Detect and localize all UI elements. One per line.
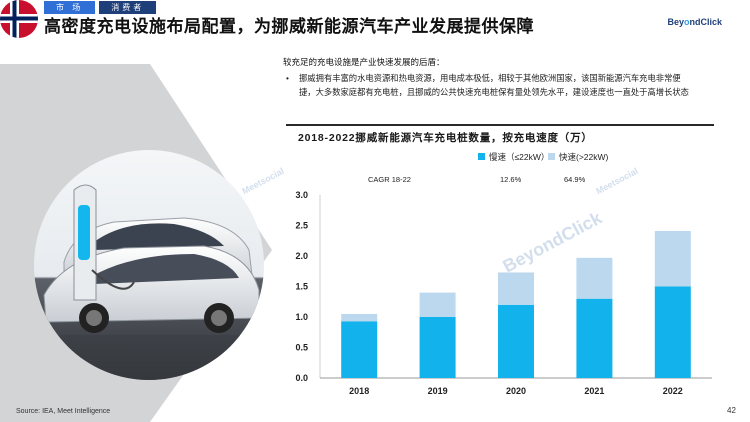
- bar-fast-2019: [419, 292, 456, 317]
- x-tick-label: 2021: [584, 386, 604, 396]
- source-note: Source: IEA, Meet Intelligence: [16, 408, 111, 415]
- chart-title: 2018-2022挪威新能源汽车充电桩数量，按充电速度（万）: [298, 132, 593, 144]
- section-subheading: 较充足的充电设施是产业快速发展的后盾：: [283, 57, 445, 67]
- y-tick-label: 1.0: [295, 312, 308, 322]
- page-number: 42: [727, 406, 736, 415]
- x-tick-label: 2018: [349, 386, 369, 396]
- bar-fast-2020: [498, 272, 534, 305]
- legend-label-1: 快速(>22kW): [559, 152, 609, 162]
- y-tick-label: 2.5: [295, 221, 308, 231]
- section-tabs: 市 场 消费者: [44, 1, 157, 14]
- bullet-point: • 挪威拥有丰富的水电资源和热电资源，用电成本极低，相较于其他欧洲国家，该国新能…: [286, 71, 696, 99]
- legend-swatch-0: [478, 153, 485, 160]
- bar-slow-2018: [341, 321, 378, 378]
- y-tick-label: 1.5: [295, 282, 308, 292]
- bar-fast-2022: [654, 230, 691, 287]
- y-tick-label: 2.0: [295, 251, 308, 261]
- bar-slow-2019: [419, 317, 456, 378]
- bar-fast-2021: [576, 257, 613, 299]
- tab-market[interactable]: 市 场: [44, 1, 96, 14]
- x-tick-label: 2022: [663, 386, 683, 396]
- bar-slow-2020: [498, 304, 534, 378]
- x-tick-label: 2019: [428, 386, 448, 396]
- legend-label-0: 慢速（≤22kW）: [489, 152, 549, 162]
- brand-logo: BeyondClick: [667, 17, 722, 27]
- bullet-text: 挪威拥有丰富的水电资源和热电资源，用电成本极低，相较于其他欧洲国家，该国新能源汽…: [299, 73, 689, 97]
- chart-title-rule: [286, 124, 714, 146]
- bar-slow-2022: [654, 286, 691, 378]
- tab-consumer[interactable]: 消费者: [99, 1, 157, 14]
- x-tick-label: 2020: [506, 386, 526, 396]
- bullet-marker: •: [286, 73, 289, 83]
- y-tick-label: 0.5: [295, 343, 308, 353]
- cagr-label: CAGR 18-22: [368, 175, 411, 184]
- cagr-slow-value: 12.6%: [500, 175, 522, 184]
- page-title: 高密度充电设施布局配置，为挪威新能源汽车产业发展提供保障: [44, 17, 534, 36]
- y-tick-label: 0.0: [295, 373, 308, 383]
- y-tick-label: 3.0: [295, 190, 308, 200]
- bar-fast-2018: [341, 313, 378, 322]
- cagr-fast-value: 64.9%: [564, 175, 586, 184]
- legend-swatch-1: [548, 153, 555, 160]
- bar-slow-2021: [576, 298, 613, 378]
- norway-flag-icon: [0, 0, 38, 38]
- car-charging-photo: [34, 150, 264, 380]
